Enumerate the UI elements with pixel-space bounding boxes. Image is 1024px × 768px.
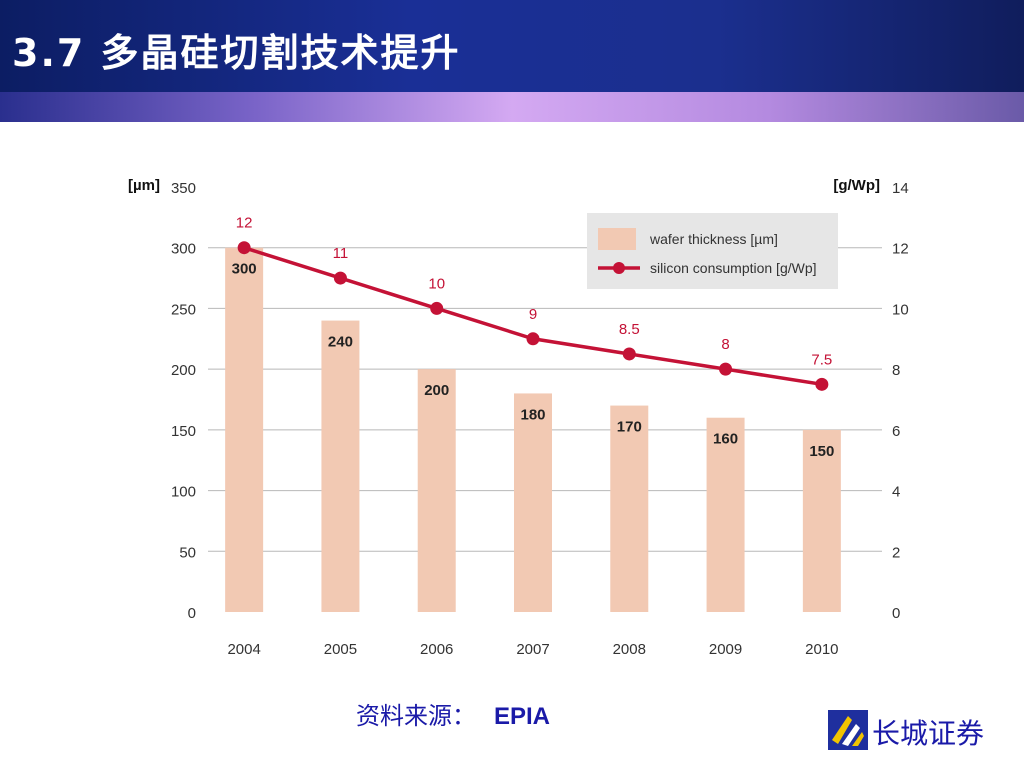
bar [417, 369, 456, 612]
bar [321, 320, 360, 612]
x-tick-label: 2004 [227, 641, 260, 658]
y-right-tick-label: 6 [892, 423, 900, 440]
y-left-tick-label: 200 [171, 362, 196, 379]
bar-value-label: 170 [617, 419, 642, 436]
bar-value-label: 160 [713, 431, 738, 448]
bar-value-label: 150 [809, 443, 834, 460]
x-tick-label: 2005 [324, 641, 357, 658]
line-value-label: 8 [721, 336, 729, 353]
consumption-point [333, 271, 347, 285]
legend-line-label: silicon consumption [g/Wp] [650, 260, 817, 276]
consumption-point [430, 301, 444, 315]
consumption-point [815, 377, 829, 391]
company-name: 长城证券 [872, 717, 985, 750]
bar-value-label: 300 [232, 261, 257, 278]
bar [225, 247, 264, 612]
x-tick-label: 2008 [613, 641, 646, 658]
line-value-label: 8.5 [619, 321, 640, 338]
y-left-unit: [µm] [128, 177, 160, 194]
consumption-point [237, 241, 251, 255]
bar [610, 405, 649, 612]
consumption-point [526, 332, 540, 346]
y-left-tick-label: 0 [188, 605, 196, 622]
x-tick-label: 2009 [709, 641, 742, 658]
line-value-label: 10 [428, 275, 445, 292]
slide-header: 3.7 多晶硅切割技术提升 [0, 0, 1024, 92]
legend-line-marker [613, 262, 625, 274]
bar [706, 417, 745, 612]
header-gradient-band [0, 92, 1024, 122]
line-value-label: 11 [333, 245, 349, 262]
source-note: 资料来源： EPIA [356, 696, 550, 731]
line-value-label: 7.5 [811, 351, 832, 368]
y-left-tick-label: 300 [171, 241, 196, 258]
y-right-tick-label: 14 [892, 180, 909, 197]
y-right-tick-label: 4 [892, 484, 900, 501]
y-left-tick-label: 350 [171, 180, 196, 197]
y-right-tick-label: 8 [892, 362, 900, 379]
bar-value-label: 180 [520, 406, 545, 423]
legend-bar-swatch [598, 228, 636, 250]
consumption-point [719, 362, 733, 376]
y-right-unit: [g/Wp] [833, 177, 880, 194]
line-value-label: 12 [236, 215, 253, 232]
y-left-tick-label: 250 [171, 301, 196, 318]
legend-bar-label: wafer thickness [µm] [649, 231, 778, 247]
great-wall-logo-icon [828, 710, 868, 750]
bar-value-label: 240 [328, 334, 353, 351]
y-right-tick-label: 2 [892, 544, 900, 561]
y-left-tick-label: 100 [171, 484, 196, 501]
legend-box [587, 213, 838, 289]
y-left-tick-label: 150 [171, 423, 196, 440]
consumption-point [622, 347, 636, 361]
line-value-label: 9 [529, 306, 537, 323]
source-label: 资料来源： [356, 702, 476, 730]
bar [802, 429, 841, 612]
bar-value-label: 200 [424, 382, 449, 399]
y-right-tick-label: 0 [892, 605, 900, 622]
x-tick-label: 2010 [805, 641, 838, 658]
y-left-tick-label: 50 [179, 544, 196, 561]
slide-title: 3.7 多晶硅切割技术提升 [12, 31, 461, 75]
x-tick-label: 2007 [516, 641, 549, 658]
bar [514, 393, 552, 612]
company-logo: 长城证券 [826, 708, 1006, 752]
source-value: EPIA [494, 703, 551, 730]
x-tick-label: 2006 [420, 641, 453, 658]
y-right-tick-label: 10 [892, 301, 909, 318]
y-right-tick-label: 12 [892, 241, 909, 258]
chart: 0 50 100 150 200 250 300 350 0 2 4 6 8 10 12 14 [µm] [g/W… [128, 177, 909, 658]
